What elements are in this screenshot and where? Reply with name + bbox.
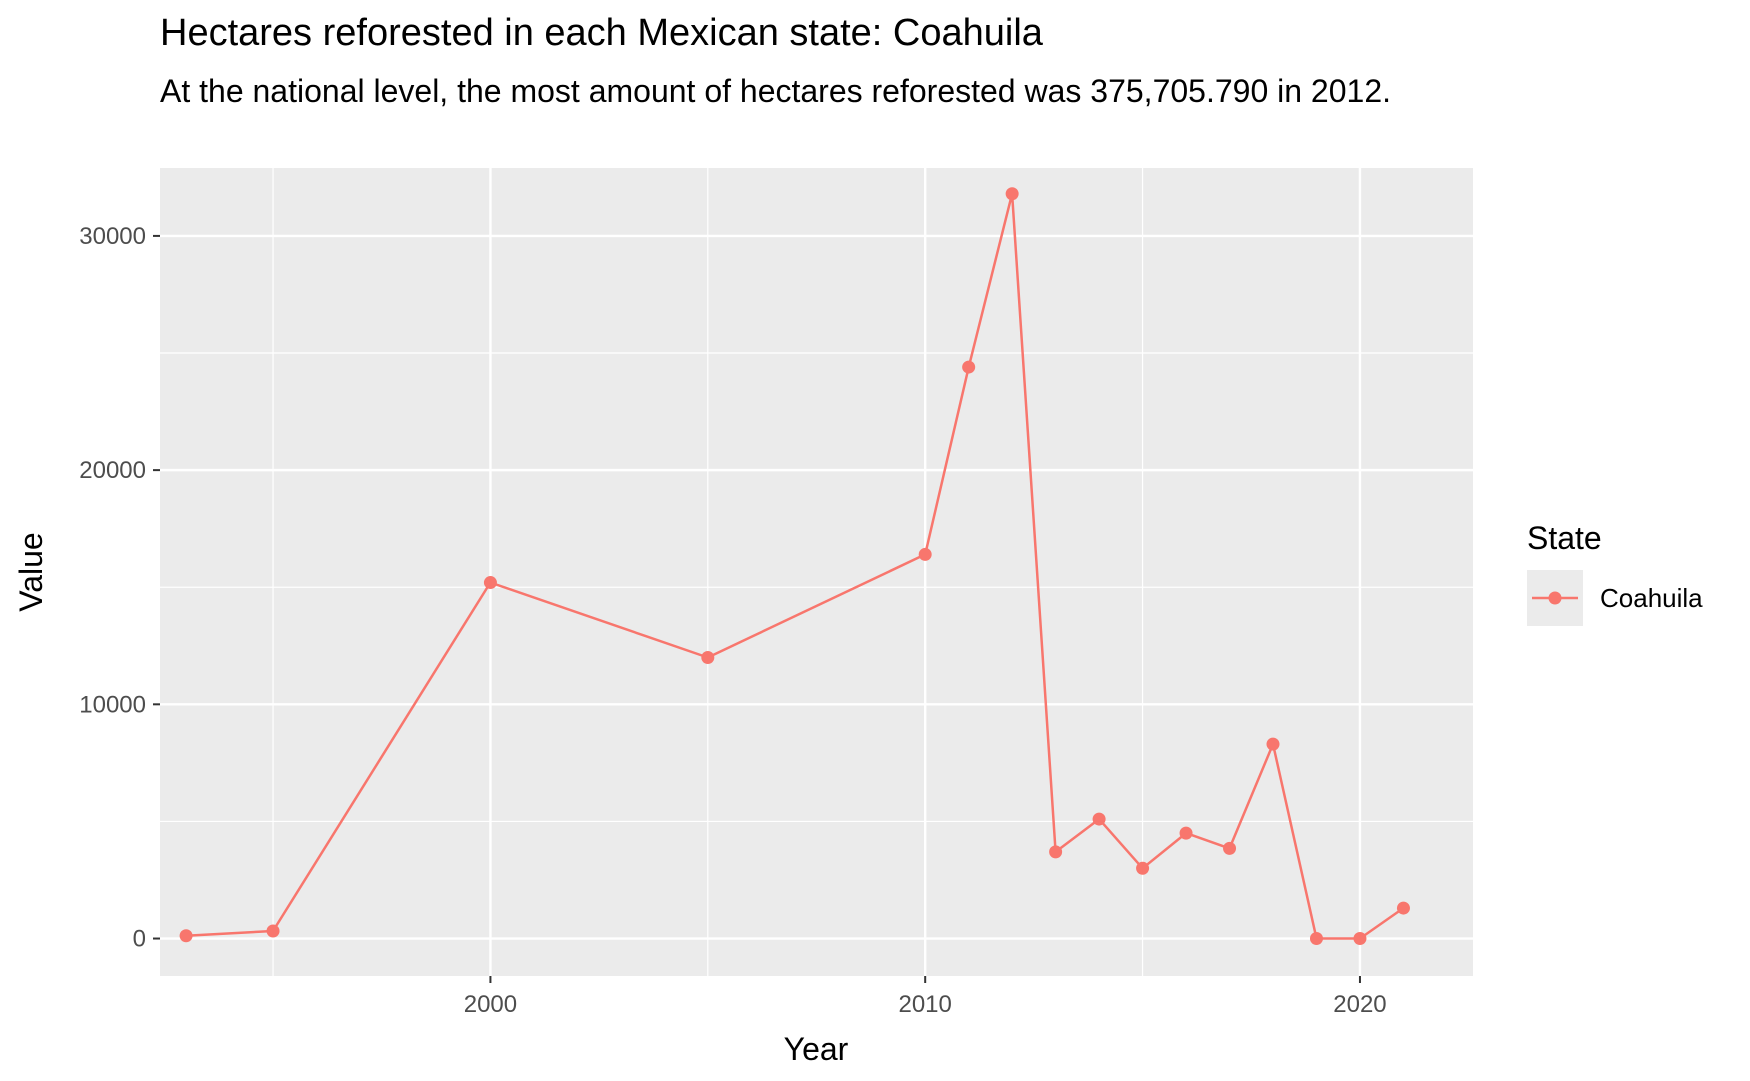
data-point [1092,812,1106,826]
x-tick-label: 2000 [464,991,517,1018]
x-axis-ticks: 2000 2010 2020 [464,976,1387,1018]
data-point [266,924,280,938]
data-point [1353,932,1367,946]
chart-title: Hectares reforested in each Mexican stat… [160,12,1043,54]
chart-subtitle: At the national level, the most amount o… [160,73,1391,109]
data-point [918,547,932,561]
major-gridlines [160,168,1473,976]
y-tick-label: 20000 [79,457,146,484]
y-axis-ticks: 0 10000 20000 30000 [79,223,160,953]
data-point [1396,901,1410,915]
series-layer [179,187,1410,946]
data-point [1049,845,1063,859]
data-point [1136,861,1150,875]
minor-gridlines [160,168,1473,976]
legend-key-point [1548,591,1562,605]
y-tick-label: 30000 [79,223,146,250]
plot-panel [160,168,1473,976]
y-axis-title: Value [13,532,49,611]
legend: State Coahuila [1527,520,1703,626]
legend-label-coahuila: Coahuila [1600,583,1703,613]
data-point [483,576,497,590]
x-tick-label: 2010 [898,991,951,1018]
x-axis-title: Year [784,1031,849,1067]
series-line [186,192,1405,940]
data-point [701,650,715,664]
legend-title: State [1527,520,1602,556]
data-point [1179,826,1193,840]
y-tick-label: 10000 [79,691,146,718]
data-point [1005,187,1019,201]
data-point [179,929,193,943]
x-tick-label: 2020 [1333,991,1386,1018]
data-point [1223,841,1237,855]
y-tick-label: 0 [133,926,146,953]
data-point [962,360,976,374]
data-point [1309,932,1323,946]
data-point [1266,737,1280,751]
